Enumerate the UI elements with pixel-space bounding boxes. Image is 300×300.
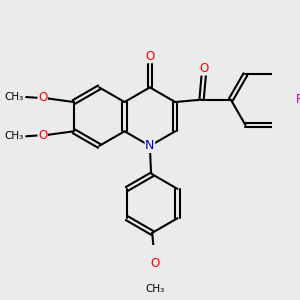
- Text: O: O: [38, 91, 47, 104]
- Text: O: O: [200, 62, 209, 75]
- Text: O: O: [38, 129, 47, 142]
- Text: CH₃: CH₃: [5, 92, 24, 102]
- Text: F: F: [296, 93, 300, 106]
- Text: O: O: [150, 257, 159, 271]
- Text: O: O: [145, 50, 154, 63]
- Text: CH₃: CH₃: [145, 284, 164, 294]
- Text: CH₃: CH₃: [5, 131, 24, 141]
- Text: N: N: [145, 140, 154, 152]
